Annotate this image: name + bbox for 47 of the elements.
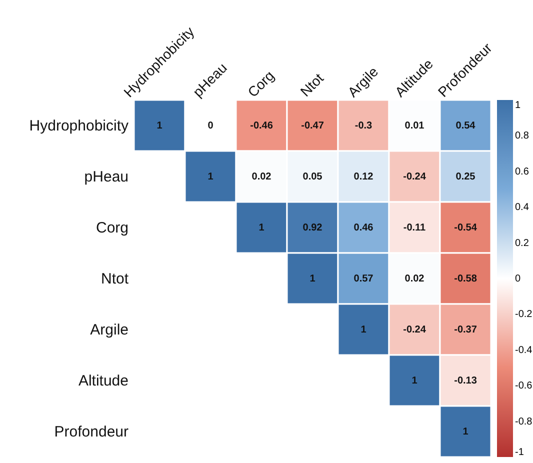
data-label: -0.58: [454, 274, 478, 284]
data-label: 0.05: [302, 172, 323, 182]
y-tick-label: Hydrophobicity: [29, 118, 129, 134]
data-label: -0.46: [250, 120, 274, 132]
color-bar-label: -1: [515, 447, 524, 458]
y-tick-label: Corg: [96, 220, 128, 236]
data-label: 0.25: [456, 172, 476, 182]
data-label: 0.46: [354, 222, 374, 234]
color-bar-label: -0.2: [515, 309, 533, 320]
data-label: -0.3: [354, 120, 373, 132]
data-label: 1: [412, 376, 418, 386]
data-label: 0.02: [252, 172, 272, 182]
data-label: -0.37: [454, 324, 478, 336]
color-bar-label: 0.4: [515, 202, 530, 214]
x-tick-label: Ntot: [297, 70, 327, 100]
data-label: 1: [258, 222, 265, 234]
color-bar-label: 0.8: [515, 130, 530, 142]
color-bar-label: 0.6: [515, 166, 530, 178]
data-label: -0.54: [454, 222, 478, 234]
data-label: 1: [462, 426, 469, 438]
y-tick-label: Profondeur: [54, 424, 128, 440]
color-bar-label: 0.2: [515, 238, 530, 249]
y-tick-label: Ntot: [100, 270, 130, 288]
data-label: 0.12: [354, 172, 374, 182]
y-tick-label: pHeau: [84, 168, 128, 186]
data-label: -0.24: [403, 172, 426, 182]
color-bar-label: 1: [515, 100, 521, 111]
data-label: -0.24: [403, 324, 426, 336]
data-label: 0.02: [404, 274, 425, 284]
color-bar-label: -0.4: [515, 344, 533, 356]
data-label: 1: [360, 324, 367, 336]
data-label: 1: [208, 172, 214, 182]
data-label: -0.11: [403, 222, 426, 234]
data-label: 0: [208, 120, 214, 132]
y-tick-label: Altitude: [78, 372, 128, 390]
data-label: 0.92: [302, 222, 323, 234]
data-label: -0.47: [301, 120, 324, 132]
data-label: 0.01: [404, 120, 425, 132]
color-bar-label: -0.6: [515, 380, 533, 392]
data-label: 0.57: [354, 274, 374, 284]
y-tick-label: Argile: [90, 322, 128, 338]
data-label: 1: [310, 274, 316, 284]
color-bar-label: 0: [515, 274, 521, 284]
data-label: 0.54: [456, 120, 476, 132]
data-label: -0.13: [454, 376, 478, 386]
color-bar-label: -0.8: [515, 416, 533, 428]
data-label: 1: [156, 120, 163, 132]
